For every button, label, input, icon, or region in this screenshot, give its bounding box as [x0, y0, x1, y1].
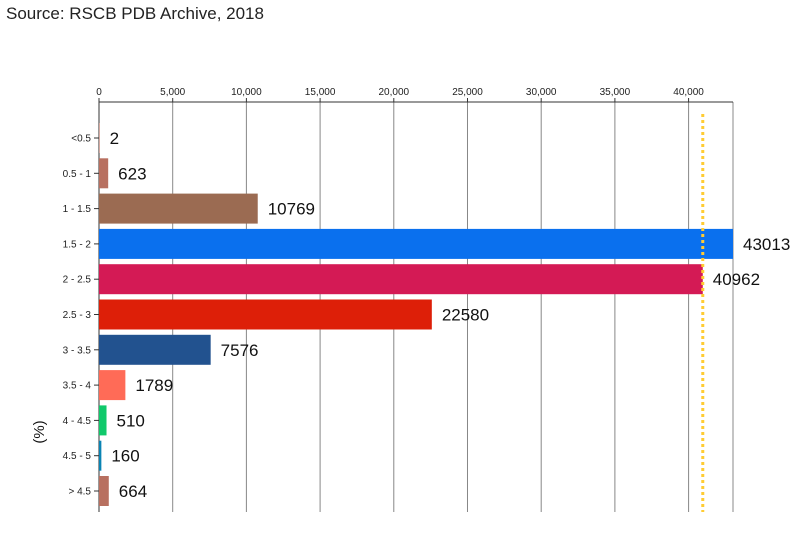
- value-label: 7576: [221, 341, 259, 360]
- value-labels: 2 623 10769 43013 40962 22580 7576 1789 510 160 66…: [110, 129, 791, 501]
- category-label: 3.5 - 4: [63, 381, 92, 392]
- bar: [99, 334, 211, 365]
- x-tick-label: 40,000: [673, 87, 704, 98]
- bar: [99, 228, 733, 259]
- value-label: 1789: [135, 376, 173, 395]
- x-tick-label: 20,000: [378, 87, 409, 98]
- x-tick-label: 15,000: [305, 87, 336, 98]
- category-label: 2 - 2.5: [63, 275, 92, 286]
- bar: [99, 476, 109, 506]
- category-label: 1.5 - 2: [63, 239, 92, 250]
- category-label: <0.5: [71, 134, 91, 145]
- value-label: 10769: [268, 200, 315, 219]
- bar: [99, 299, 432, 330]
- bar: [99, 370, 126, 401]
- x-tick-label: 25,000: [452, 87, 483, 98]
- bars: [99, 123, 733, 506]
- bar: [99, 123, 100, 153]
- value-label: 43013: [743, 235, 790, 254]
- category-label: 3 - 3.5: [63, 345, 92, 356]
- bar: [99, 193, 258, 224]
- value-label: 40962: [713, 270, 760, 289]
- y-axis: <0.5 0.5 - 1 1 - 1.5 1.5 - 2 2 - 2.5 2.5 - 3 3…: [63, 102, 100, 512]
- value-label: 160: [111, 447, 139, 466]
- y-axis-label: (%): [31, 420, 48, 443]
- bar: [99, 158, 109, 189]
- x-tick-label: 30,000: [526, 87, 557, 98]
- category-label: 4.5 - 5: [63, 451, 92, 462]
- category-label: 4 - 4.5: [63, 416, 92, 427]
- category-label: 1 - 1.5: [63, 204, 92, 215]
- value-label: 510: [117, 411, 145, 430]
- x-tick-label: 35,000: [600, 87, 631, 98]
- value-label: 22580: [442, 306, 489, 325]
- chart-source: Source: RSCB PDB Archive, 2018: [6, 4, 264, 23]
- x-tick-label: 10,000: [231, 87, 262, 98]
- category-label: > 4.5: [68, 487, 91, 498]
- bar: [99, 405, 107, 436]
- value-label: 2: [110, 129, 119, 148]
- bar: [99, 440, 102, 471]
- x-tick-label: 5,000: [160, 87, 185, 98]
- x-tick-label: 0: [96, 87, 102, 98]
- value-label: 623: [118, 164, 146, 183]
- value-label: 664: [119, 482, 147, 501]
- category-label: 0.5 - 1: [63, 169, 92, 180]
- bar: [99, 264, 703, 295]
- x-axis: 0 5,000 10,000 15,000 20,000 25,000 30,000 35,0…: [96, 87, 733, 103]
- category-label: 2.5 - 3: [63, 310, 92, 321]
